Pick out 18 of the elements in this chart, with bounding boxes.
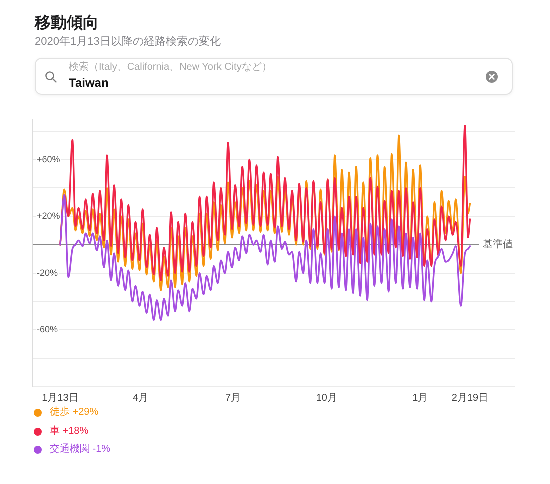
chart-subtitle: 2020年1月13日以降の経路検索の変化 bbox=[35, 35, 221, 49]
y-tick-label: -20% bbox=[37, 268, 58, 278]
x-tick-label: 7月 bbox=[226, 392, 242, 404]
ref-line-label: 基準値 bbox=[483, 238, 513, 251]
legend-label: 交通機関 -1% bbox=[50, 444, 111, 456]
y-tick-label: +60% bbox=[37, 154, 60, 164]
line-series bbox=[60, 194, 472, 322]
y-tick-label: +20% bbox=[37, 211, 60, 222]
chart-title: 移動傾向 bbox=[35, 14, 99, 34]
y-tick-label: -60% bbox=[37, 324, 58, 335]
search-field: 検索（Italy、California、New York Cityなど） Taiwan bbox=[35, 58, 513, 95]
x-tick-label: 1月13日 bbox=[42, 392, 79, 404]
x-tick-label: 1月 bbox=[412, 392, 428, 404]
legend-label: 徒歩 +29% bbox=[50, 407, 99, 420]
x-tick-label: 2月19日 bbox=[452, 392, 489, 404]
x-tick-label: 10月 bbox=[316, 392, 338, 404]
legend-label: 車 +18% bbox=[50, 426, 89, 438]
x-tick-label: 4月 bbox=[133, 392, 149, 404]
